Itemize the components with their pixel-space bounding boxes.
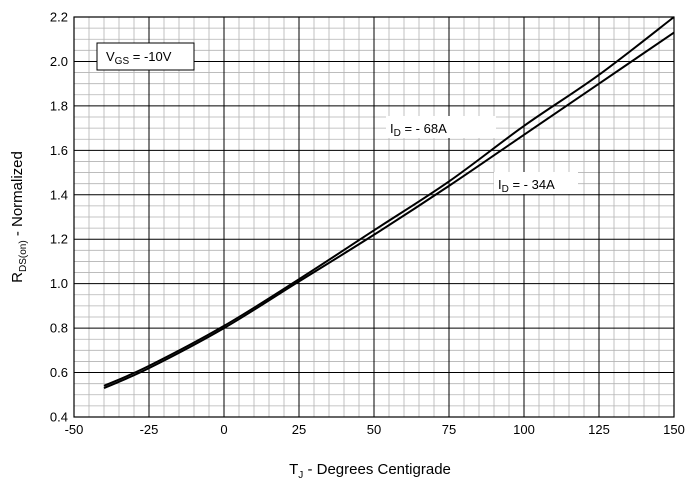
- x-tick-label: 0: [220, 422, 227, 437]
- y-tick-label: 0.4: [50, 410, 68, 425]
- y-tick-label: 2.0: [50, 54, 68, 69]
- series-label-68a-text: ID = - 68A: [390, 121, 447, 139]
- y-tick-label: 1.2: [50, 232, 68, 247]
- x-tick-label: 75: [442, 422, 456, 437]
- y-tick-label: 0.8: [50, 321, 68, 336]
- y-tick-label: 1.6: [50, 143, 68, 158]
- plot-frame: [73, 16, 675, 418]
- x-tick-label: 100: [513, 422, 535, 437]
- series-label-34a-bg: [494, 172, 578, 194]
- series-label-68a: ID = - 68A: [386, 116, 496, 139]
- y-axis-title: RDS(on) - Normalized: [9, 151, 29, 283]
- x-tick-label: 125: [588, 422, 610, 437]
- x-tick-label: 150: [663, 422, 685, 437]
- vgs-annotation-box: [96, 42, 195, 71]
- y-tick-label: 2.2: [50, 10, 68, 25]
- tick-labels: -50 -25 0 25 50 75 100 125 150 0.4 0.6 0.8 1.0 1.2 1.4…: [50, 10, 685, 438]
- grid: [73, 16, 675, 418]
- series-label-34a-text: ID = - 34A: [498, 177, 555, 195]
- x-tick-label: 25: [292, 422, 306, 437]
- vgs-annotation-text: VGS = -10V: [106, 49, 172, 67]
- data-curves: [103, 16, 675, 390]
- vgs-annotation: VGS = -10V: [96, 42, 195, 71]
- x-axis-title: TJ - Degrees Centigrade: [289, 461, 451, 481]
- series-line-68a: [103, 16, 675, 387]
- x-tick-label: -25: [140, 422, 159, 437]
- x-tick-label: -50: [65, 422, 84, 437]
- series-line-34a: [103, 31, 675, 390]
- x-tick-label: 50: [367, 422, 381, 437]
- y-tick-label: 1.0: [50, 276, 68, 291]
- series-label-68a-bg: [386, 116, 496, 138]
- y-tick-label: 1.4: [50, 187, 68, 202]
- y-tick-label: 1.8: [50, 98, 68, 113]
- y-tick-label: 0.6: [50, 365, 68, 380]
- series-label-34a: ID = - 34A: [494, 172, 578, 195]
